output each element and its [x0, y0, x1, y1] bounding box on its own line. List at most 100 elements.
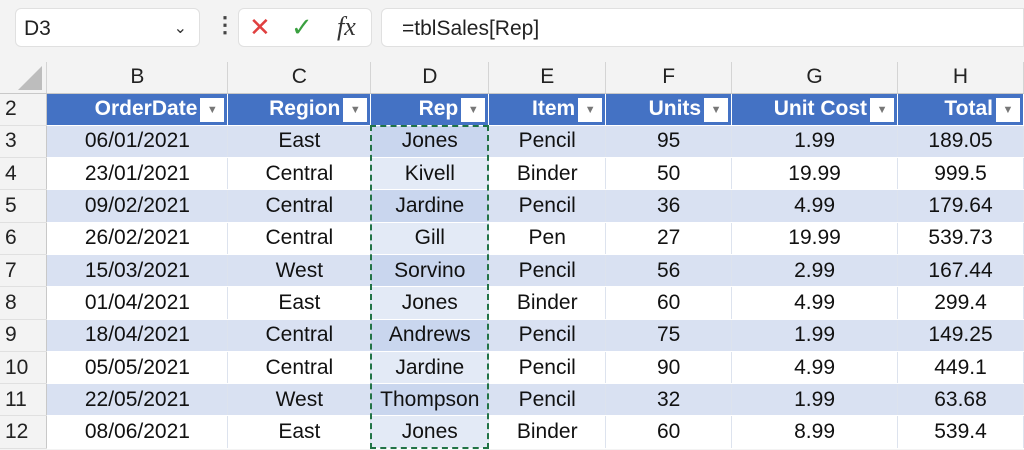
cell[interactable]: 4.99	[731, 286, 899, 320]
cell[interactable]: Jardine	[370, 189, 490, 223]
cell[interactable]: 27	[605, 222, 733, 255]
cell[interactable]: Central	[227, 189, 372, 223]
cell[interactable]: 19.99	[731, 222, 899, 255]
cell[interactable]: 539.4	[897, 415, 1024, 449]
cell[interactable]: Jones	[370, 125, 490, 159]
cell[interactable]: 299.4	[897, 286, 1024, 320]
cell[interactable]: 149.25	[897, 319, 1024, 352]
row-header[interactable]: 4	[0, 157, 48, 191]
cell[interactable]: 15/03/2021	[46, 254, 229, 288]
cell[interactable]: 179.64	[897, 189, 1024, 223]
cell[interactable]: 2.99	[731, 254, 899, 288]
cell[interactable]: 75	[605, 319, 733, 352]
filter-dropdown-icon[interactable]: ▼	[870, 97, 895, 122]
filter-dropdown-icon[interactable]: ▼	[996, 97, 1020, 122]
row-header[interactable]: 7	[0, 254, 48, 288]
cell[interactable]: 4.99	[731, 189, 899, 223]
row-header[interactable]: 9	[0, 319, 48, 352]
cell[interactable]: 22/05/2021	[46, 383, 229, 417]
filter-dropdown-icon[interactable]: ▼	[578, 97, 603, 122]
cell[interactable]: 26/02/2021	[46, 222, 229, 255]
cell[interactable]: 05/05/2021	[46, 351, 229, 385]
cell[interactable]: Binder	[488, 415, 607, 449]
enter-icon[interactable]: ✓	[291, 12, 313, 42]
cell[interactable]: 167.44	[897, 254, 1024, 288]
cell[interactable]: 01/04/2021	[46, 286, 229, 320]
cell[interactable]: 18/04/2021	[46, 319, 229, 352]
table-header-cell[interactable]: OrderDate ▼	[46, 93, 229, 126]
cell[interactable]: 36	[605, 189, 733, 223]
row-header[interactable]: 8	[0, 286, 48, 320]
filter-dropdown-icon[interactable]: ▼	[343, 97, 368, 122]
cell[interactable]: Gill	[370, 222, 490, 255]
row-header[interactable]: 10	[0, 351, 48, 385]
cell[interactable]: Central	[227, 222, 372, 255]
cell[interactable]: East	[227, 286, 372, 320]
cell[interactable]: East	[227, 415, 372, 449]
column-header-F[interactable]: F	[605, 62, 733, 94]
cell[interactable]: Sorvino	[370, 254, 490, 288]
cell[interactable]: Andrews	[370, 319, 490, 352]
cell[interactable]: 90	[605, 351, 733, 385]
column-header-D[interactable]: D	[370, 62, 490, 94]
cell[interactable]: Pencil	[488, 125, 607, 159]
column-header-G[interactable]: G	[731, 62, 899, 94]
cell[interactable]: 8.99	[731, 415, 899, 449]
table-header-cell[interactable]: Unit Cost ▼	[731, 93, 899, 126]
cell[interactable]: Jardine	[370, 351, 490, 385]
cell[interactable]: 19.99	[731, 157, 899, 191]
cell[interactable]: Thompson	[370, 383, 490, 417]
table-header-cell[interactable]: Rep ▼	[370, 93, 490, 126]
chevron-down-icon[interactable]: ⌄	[173, 20, 187, 37]
cell[interactable]: Jones	[370, 415, 490, 449]
cell[interactable]: 32	[605, 383, 733, 417]
cell[interactable]: Pencil	[488, 189, 607, 223]
cell[interactable]: Pen	[488, 222, 607, 255]
cell[interactable]: 1.99	[731, 319, 899, 352]
cell[interactable]: East	[227, 125, 372, 159]
table-header-cell[interactable]: Total ▼	[897, 93, 1024, 126]
cell[interactable]: West	[227, 383, 372, 417]
cell[interactable]: 999.5	[897, 157, 1024, 191]
formula-input[interactable]: =tblSales[Rep]	[381, 8, 1024, 47]
row-header[interactable]: 2	[0, 93, 48, 126]
cell[interactable]: Binder	[488, 157, 607, 191]
row-header[interactable]: 5	[0, 189, 48, 223]
cell[interactable]: Central	[227, 157, 372, 191]
cell[interactable]: 08/06/2021	[46, 415, 229, 449]
table-header-cell[interactable]: Item ▼	[488, 93, 607, 126]
filter-dropdown-icon[interactable]: ▼	[461, 97, 486, 122]
cell[interactable]: 06/01/2021	[46, 125, 229, 159]
column-header-C[interactable]: C	[227, 62, 372, 94]
cell[interactable]: 1.99	[731, 125, 899, 159]
cancel-icon[interactable]: ✕	[249, 12, 271, 42]
cell[interactable]: Pencil	[488, 319, 607, 352]
cell[interactable]: West	[227, 254, 372, 288]
column-header-B[interactable]: B	[46, 62, 229, 94]
cell[interactable]: Jones	[370, 286, 490, 320]
row-header[interactable]: 11	[0, 383, 48, 417]
cell[interactable]: 56	[605, 254, 733, 288]
cell[interactable]: 539.73	[897, 222, 1024, 255]
column-header-H[interactable]: H	[897, 62, 1024, 94]
row-header[interactable]: 12	[0, 415, 48, 449]
table-header-cell[interactable]: Units ▼	[605, 93, 733, 126]
cell[interactable]: 1.99	[731, 383, 899, 417]
filter-dropdown-icon[interactable]: ▼	[704, 97, 729, 122]
name-box[interactable]: D3 ⌄	[15, 8, 200, 47]
cell[interactable]: 50	[605, 157, 733, 191]
row-header[interactable]: 3	[0, 125, 48, 159]
cell[interactable]: Pencil	[488, 254, 607, 288]
cell[interactable]: 4.99	[731, 351, 899, 385]
filter-dropdown-icon[interactable]: ▼	[200, 97, 225, 122]
cell[interactable]: Central	[227, 319, 372, 352]
cell[interactable]: Central	[227, 351, 372, 385]
more-options-icon[interactable]: ⋮	[214, 12, 236, 37]
cell[interactable]: 09/02/2021	[46, 189, 229, 223]
cell[interactable]: 449.1	[897, 351, 1024, 385]
cell[interactable]: Binder	[488, 286, 607, 320]
column-header-E[interactable]: E	[488, 62, 607, 94]
cell[interactable]: 23/01/2021	[46, 157, 229, 191]
cell[interactable]: 63.68	[897, 383, 1024, 417]
